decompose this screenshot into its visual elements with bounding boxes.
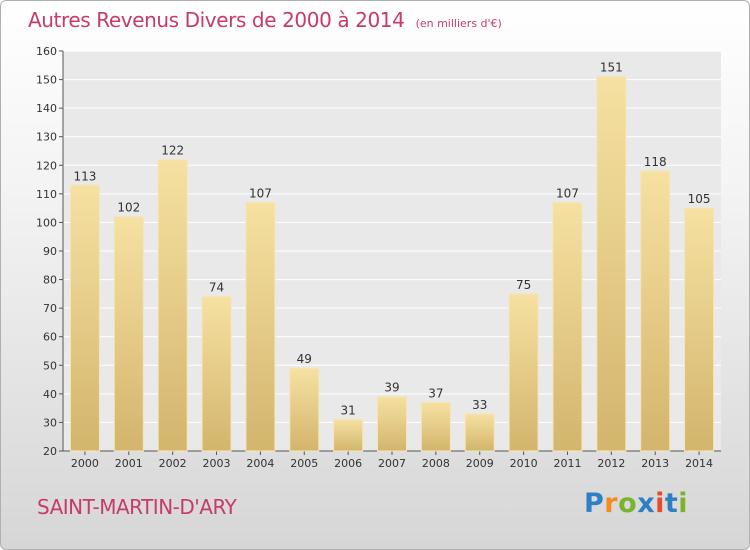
bar-chart: 20 30 40 50 60 70 80 90 100 110 120 130 140 150 160 113…	[36, 45, 721, 470]
bar	[333, 419, 364, 452]
y-tick-label: 50	[43, 359, 57, 372]
bar	[464, 413, 495, 452]
data-label: 122	[161, 144, 184, 158]
x-tick-label: 2013	[641, 457, 669, 470]
x-tick-label: 2008	[422, 457, 450, 470]
chart-header: Autres Revenus Divers de 2000 à 2014 (en…	[28, 8, 502, 32]
bars	[69, 76, 715, 452]
place-name: SAINT-MARTIN-D'ARY	[37, 495, 237, 519]
data-label: 105	[688, 192, 711, 206]
x-tick-label: 2012	[597, 457, 625, 470]
data-label: 113	[73, 169, 96, 183]
data-label: 118	[644, 155, 667, 169]
brand-letter: P	[584, 488, 605, 519]
bar	[289, 367, 320, 452]
y-tick-label: 110	[36, 188, 57, 201]
y-tick-label: 160	[36, 45, 57, 58]
x-tick-label: 2005	[290, 457, 318, 470]
bar	[552, 201, 583, 452]
y-tick-label: 40	[43, 388, 57, 401]
x-tick-label: 2010	[510, 457, 538, 470]
bar	[157, 159, 188, 452]
data-label: 33	[472, 398, 487, 412]
data-label: 49	[297, 352, 312, 366]
brand-letter: x	[637, 488, 656, 519]
brand-logo: Proxiti	[584, 488, 688, 519]
x-tick-label: 2007	[378, 457, 406, 470]
y-tick-label: 80	[43, 274, 57, 287]
bar	[508, 293, 539, 452]
data-label: 102	[117, 201, 140, 215]
data-label: 75	[516, 278, 531, 292]
bar	[201, 296, 232, 452]
brand-letter: o	[618, 488, 638, 519]
bar	[69, 184, 100, 452]
brand-letter: i	[678, 488, 689, 519]
y-tick-label: 130	[36, 131, 57, 144]
y-tick-label: 70	[43, 302, 57, 315]
chart-unit: (en milliers d'€)	[415, 17, 502, 30]
bar	[640, 170, 671, 452]
y-tick-label: 100	[36, 216, 57, 229]
data-label: 37	[428, 386, 443, 400]
y-tick-label: 90	[43, 245, 57, 258]
brand-letter: i	[655, 488, 665, 519]
data-label: 107	[556, 186, 579, 200]
data-label: 31	[340, 404, 355, 418]
x-tick-label: 2003	[203, 457, 231, 470]
chart-title: Autres Revenus Divers de 2000 à 2014	[28, 8, 405, 32]
y-tick-label: 140	[36, 102, 57, 115]
y-tick-label: 150	[36, 74, 57, 87]
y-tick-label: 30	[43, 416, 57, 429]
labels: 20 30 40 50 60 70 80 90 100 110 120 130 140 150 160 113…	[36, 45, 713, 470]
y-tick-label: 60	[43, 331, 57, 344]
x-tick-label: 2006	[334, 457, 362, 470]
bar	[420, 401, 451, 452]
bar	[113, 216, 144, 452]
bar	[684, 207, 715, 452]
bar	[377, 396, 407, 452]
data-label: 74	[209, 281, 224, 295]
brand-letter: t	[664, 488, 679, 519]
x-tick-label: 2011	[553, 457, 581, 470]
x-tick-label: 2002	[159, 457, 187, 470]
bar	[596, 76, 627, 452]
bar	[245, 201, 276, 452]
y-tick-label: 20	[43, 445, 57, 458]
data-label: 151	[600, 61, 623, 75]
brand-letter: r	[604, 488, 619, 519]
x-tick-label: 2001	[115, 457, 143, 470]
x-tick-label: 2009	[466, 457, 494, 470]
y-tick-label: 120	[36, 159, 57, 172]
data-label: 39	[384, 381, 399, 395]
data-label: 107	[249, 186, 272, 200]
x-tick-label: 2014	[685, 457, 713, 470]
x-tick-label: 2004	[246, 457, 274, 470]
x-tick-label: 2000	[71, 457, 99, 470]
